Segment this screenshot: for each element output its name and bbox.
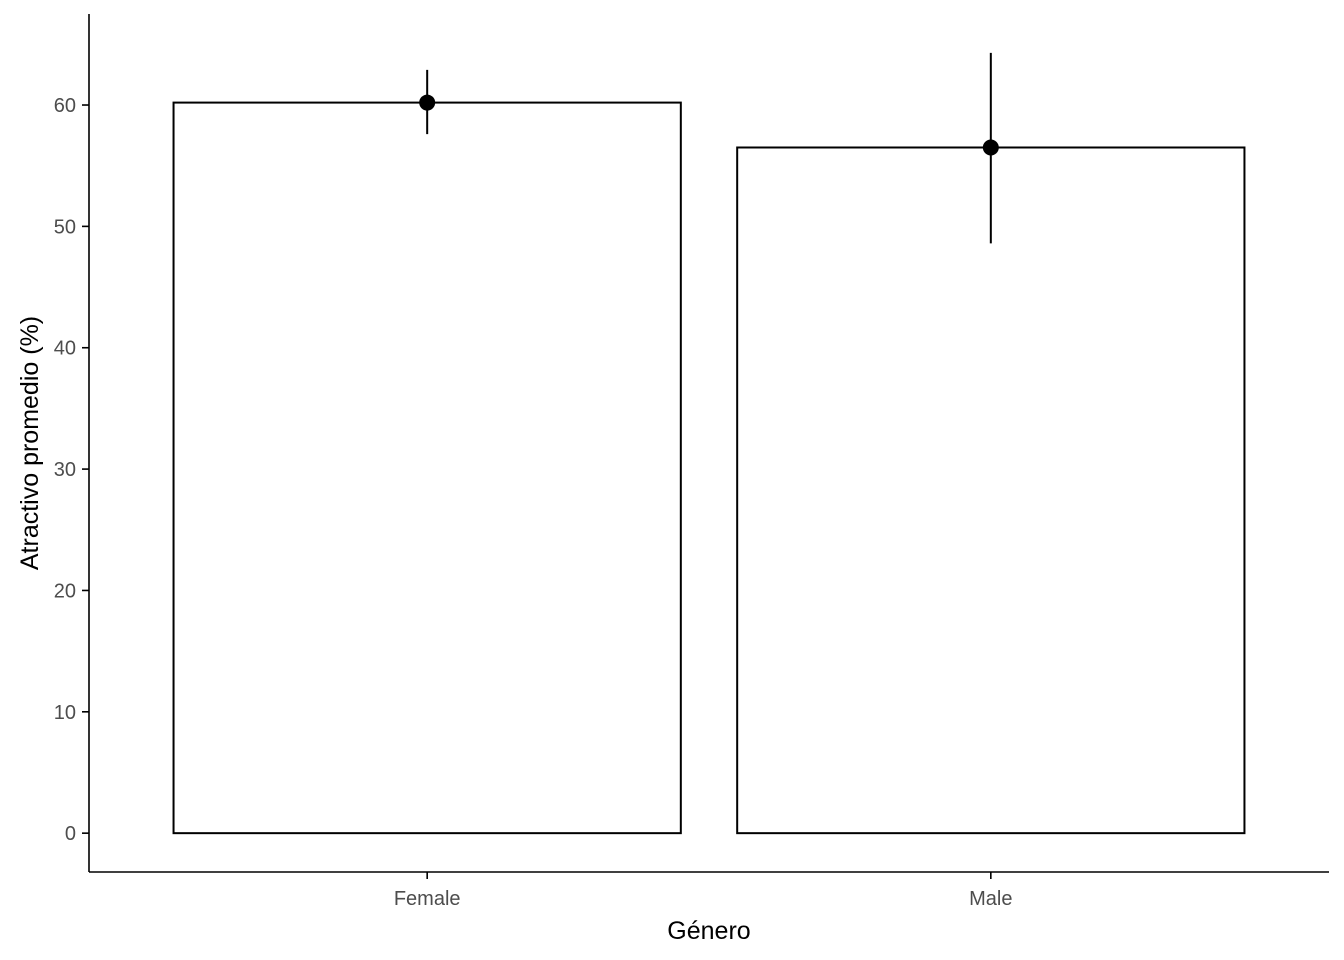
- y-tick-label-60: 60: [54, 95, 76, 117]
- x-tick-label-female: Female: [394, 888, 461, 910]
- points-layer: [419, 94, 999, 156]
- x-ticks: Female Male: [394, 872, 1012, 910]
- y-tick-label-10: 10: [54, 702, 76, 724]
- y-axis-title: Atractivo promedio (%): [16, 316, 44, 570]
- x-axis-title: Género: [667, 917, 750, 945]
- point-female: [419, 94, 436, 111]
- y-tick-label-50: 50: [54, 216, 76, 238]
- bar-male: [736, 146, 1246, 835]
- y-tick-label-20: 20: [54, 580, 76, 602]
- bars-layer: [172, 101, 1246, 835]
- point-male: [982, 139, 999, 156]
- bar-female: [172, 101, 682, 835]
- x-tick-label-male: Male: [969, 888, 1012, 910]
- y-tick-label-40: 40: [54, 338, 76, 360]
- y-tick-label-0: 0: [65, 823, 76, 845]
- y-ticks: 0 10 20 30 40 50 60: [54, 95, 89, 845]
- axes-layer: [88, 14, 1329, 873]
- y-tick-label-30: 30: [54, 459, 76, 481]
